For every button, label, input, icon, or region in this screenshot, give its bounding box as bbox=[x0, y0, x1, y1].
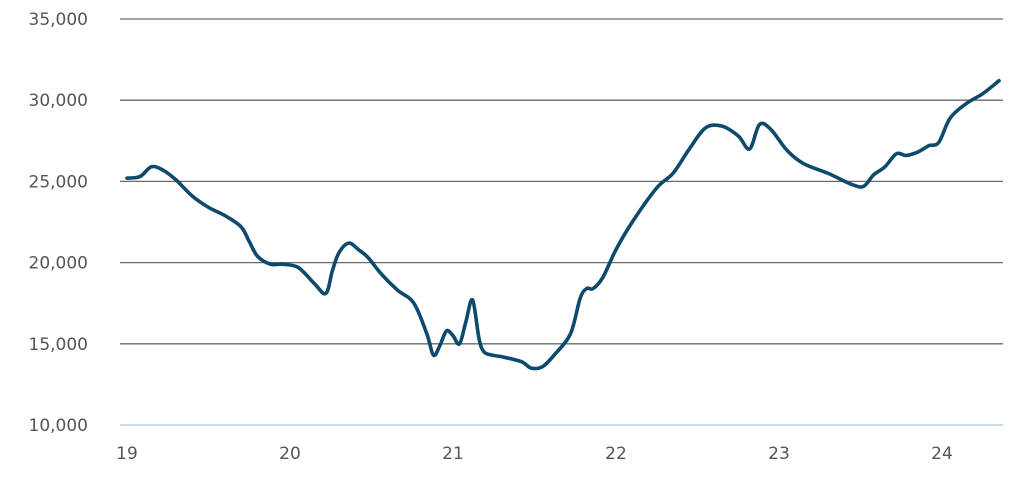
x-tick-label: 20 bbox=[279, 444, 301, 464]
y-tick-label: 35,000 bbox=[29, 10, 88, 30]
y-tick-label: 15,000 bbox=[29, 335, 88, 355]
y-tick-label: 20,000 bbox=[29, 254, 88, 274]
x-tick-label: 19 bbox=[116, 444, 138, 464]
x-tick-label: 23 bbox=[768, 444, 790, 464]
x-tick-label: 21 bbox=[442, 444, 464, 464]
y-tick-label: 10,000 bbox=[29, 416, 88, 436]
x-axis-tick-labels: 19 20 21 22 23 24 bbox=[116, 444, 953, 464]
x-tick-label: 22 bbox=[605, 444, 627, 464]
gridlines bbox=[120, 18, 1003, 426]
y-tick-label: 25,000 bbox=[29, 172, 88, 192]
series-lines bbox=[125, 78, 1001, 371]
y-axis-tick-labels: 10,000 15,000 20,000 25,000 30,000 35,000 bbox=[29, 10, 88, 436]
y-tick-label: 30,000 bbox=[29, 91, 88, 111]
x-tick-label: 24 bbox=[931, 444, 953, 464]
series-line bbox=[125, 78, 1001, 371]
